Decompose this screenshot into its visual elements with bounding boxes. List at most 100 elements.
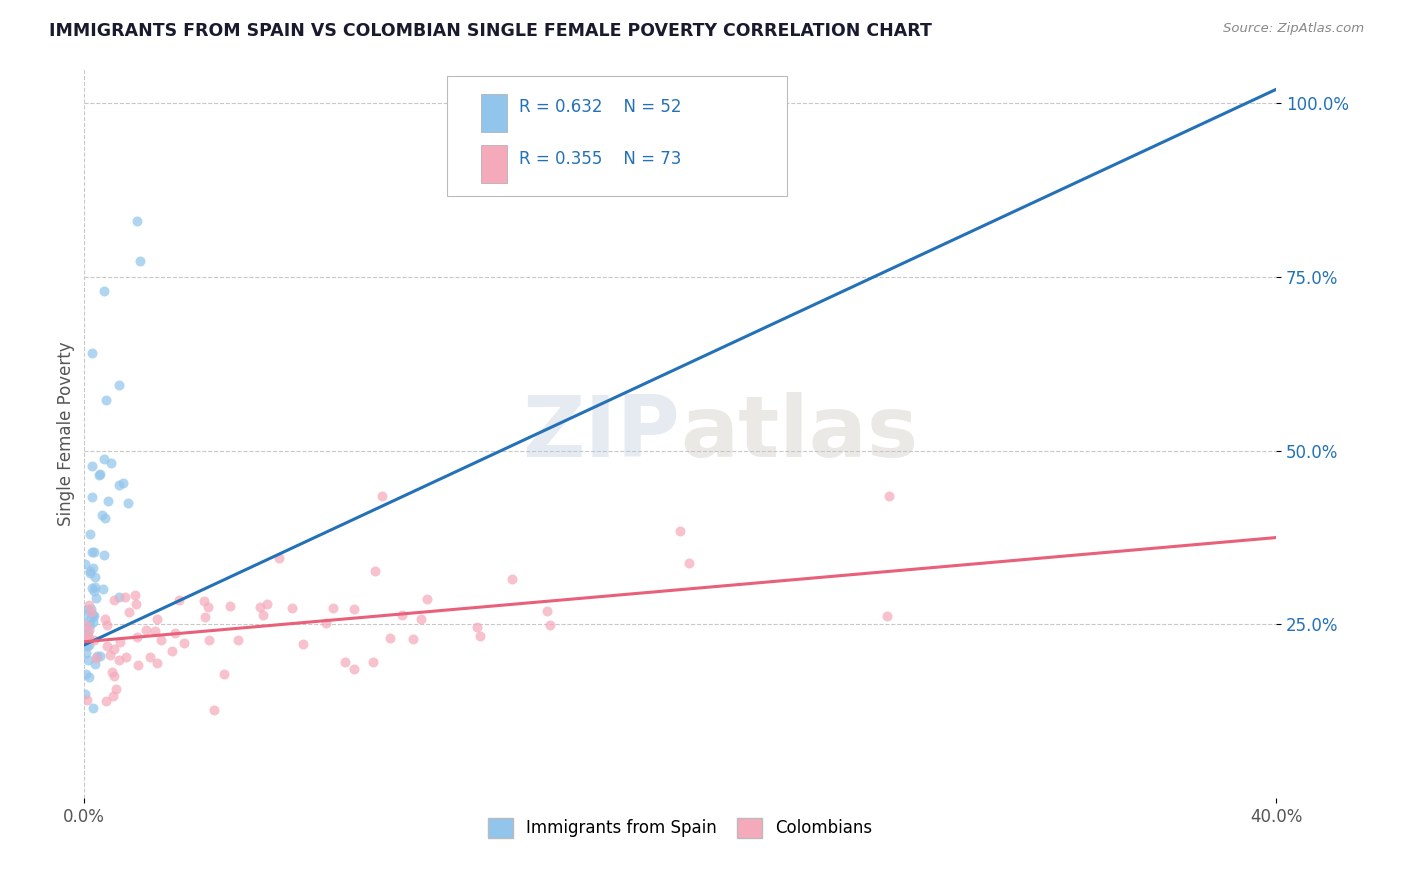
Point bbox=[103, 641, 125, 656]
Point bbox=[163, 625, 186, 640]
Point bbox=[876, 609, 898, 624]
Point bbox=[93, 451, 115, 466]
Point bbox=[322, 601, 344, 615]
Point bbox=[76, 617, 98, 632]
Point bbox=[291, 637, 314, 651]
Point bbox=[76, 629, 98, 643]
Point bbox=[76, 633, 98, 648]
Point bbox=[98, 648, 121, 662]
Point bbox=[127, 214, 149, 228]
Point bbox=[82, 490, 104, 504]
Point bbox=[108, 591, 131, 605]
Point bbox=[193, 594, 215, 608]
Point bbox=[135, 623, 157, 637]
Point bbox=[82, 701, 104, 715]
Point bbox=[97, 493, 120, 508]
Point bbox=[370, 489, 392, 503]
Point bbox=[378, 632, 401, 646]
Point bbox=[115, 649, 138, 664]
Point bbox=[77, 638, 100, 652]
Point bbox=[112, 476, 135, 491]
Point bbox=[79, 632, 101, 646]
Point bbox=[103, 668, 125, 682]
Point bbox=[73, 557, 96, 571]
Point bbox=[538, 618, 561, 632]
Point bbox=[127, 657, 149, 672]
Point bbox=[226, 632, 249, 647]
Point bbox=[80, 458, 103, 473]
Point bbox=[80, 545, 103, 559]
Point bbox=[129, 253, 152, 268]
Point bbox=[108, 635, 131, 649]
Point bbox=[73, 615, 96, 630]
Text: ZIP: ZIP bbox=[522, 392, 681, 475]
Point bbox=[118, 605, 141, 619]
Point bbox=[89, 467, 111, 482]
Point bbox=[76, 601, 98, 615]
Point bbox=[93, 612, 115, 626]
Point bbox=[669, 524, 692, 538]
Point bbox=[79, 618, 101, 632]
Text: R = 0.355    N = 73: R = 0.355 N = 73 bbox=[519, 150, 681, 169]
Point bbox=[82, 561, 104, 575]
Point bbox=[73, 687, 96, 701]
Point bbox=[75, 646, 97, 660]
Point bbox=[218, 599, 240, 614]
Point bbox=[107, 653, 129, 667]
Point bbox=[125, 630, 148, 644]
Point bbox=[82, 615, 104, 629]
Point bbox=[343, 662, 366, 676]
FancyBboxPatch shape bbox=[447, 76, 787, 196]
Point bbox=[84, 570, 107, 584]
Point bbox=[82, 346, 104, 360]
Point bbox=[536, 604, 558, 618]
Point bbox=[252, 607, 274, 622]
Point bbox=[84, 650, 107, 665]
Point bbox=[501, 572, 523, 586]
Point bbox=[194, 610, 217, 624]
Point bbox=[80, 602, 103, 616]
Point bbox=[103, 593, 125, 607]
Point bbox=[76, 628, 98, 642]
Point bbox=[249, 599, 271, 614]
Point bbox=[105, 681, 128, 696]
Legend: Immigrants from Spain, Colombians: Immigrants from Spain, Colombians bbox=[481, 811, 879, 845]
Point bbox=[416, 592, 439, 607]
Text: R = 0.632    N = 52: R = 0.632 N = 52 bbox=[519, 98, 682, 117]
Point bbox=[877, 489, 900, 503]
Point bbox=[89, 468, 111, 483]
Point bbox=[256, 597, 278, 611]
Point bbox=[198, 632, 221, 647]
Point bbox=[77, 670, 100, 684]
Point bbox=[79, 611, 101, 625]
Point bbox=[363, 565, 385, 579]
Point bbox=[125, 597, 148, 611]
Point bbox=[79, 564, 101, 578]
Point bbox=[83, 545, 105, 559]
Point bbox=[91, 508, 114, 522]
Point bbox=[143, 624, 166, 638]
Point bbox=[162, 643, 184, 657]
Point bbox=[83, 583, 105, 598]
Text: atlas: atlas bbox=[681, 392, 918, 475]
Point bbox=[77, 624, 100, 639]
Point bbox=[101, 689, 124, 703]
FancyBboxPatch shape bbox=[481, 94, 508, 132]
Point bbox=[94, 392, 117, 407]
Point bbox=[678, 556, 700, 570]
Point bbox=[269, 551, 291, 566]
Point bbox=[150, 633, 173, 648]
Point bbox=[89, 648, 111, 663]
Point bbox=[146, 657, 169, 671]
Point bbox=[138, 650, 160, 665]
Text: Source: ZipAtlas.com: Source: ZipAtlas.com bbox=[1223, 22, 1364, 36]
Point bbox=[101, 665, 124, 679]
Point bbox=[77, 624, 100, 638]
Point bbox=[197, 599, 219, 614]
Point bbox=[83, 609, 105, 624]
Point bbox=[91, 582, 114, 596]
Point bbox=[83, 580, 105, 594]
Point bbox=[82, 582, 104, 596]
Point bbox=[315, 616, 337, 631]
Point bbox=[94, 693, 117, 707]
